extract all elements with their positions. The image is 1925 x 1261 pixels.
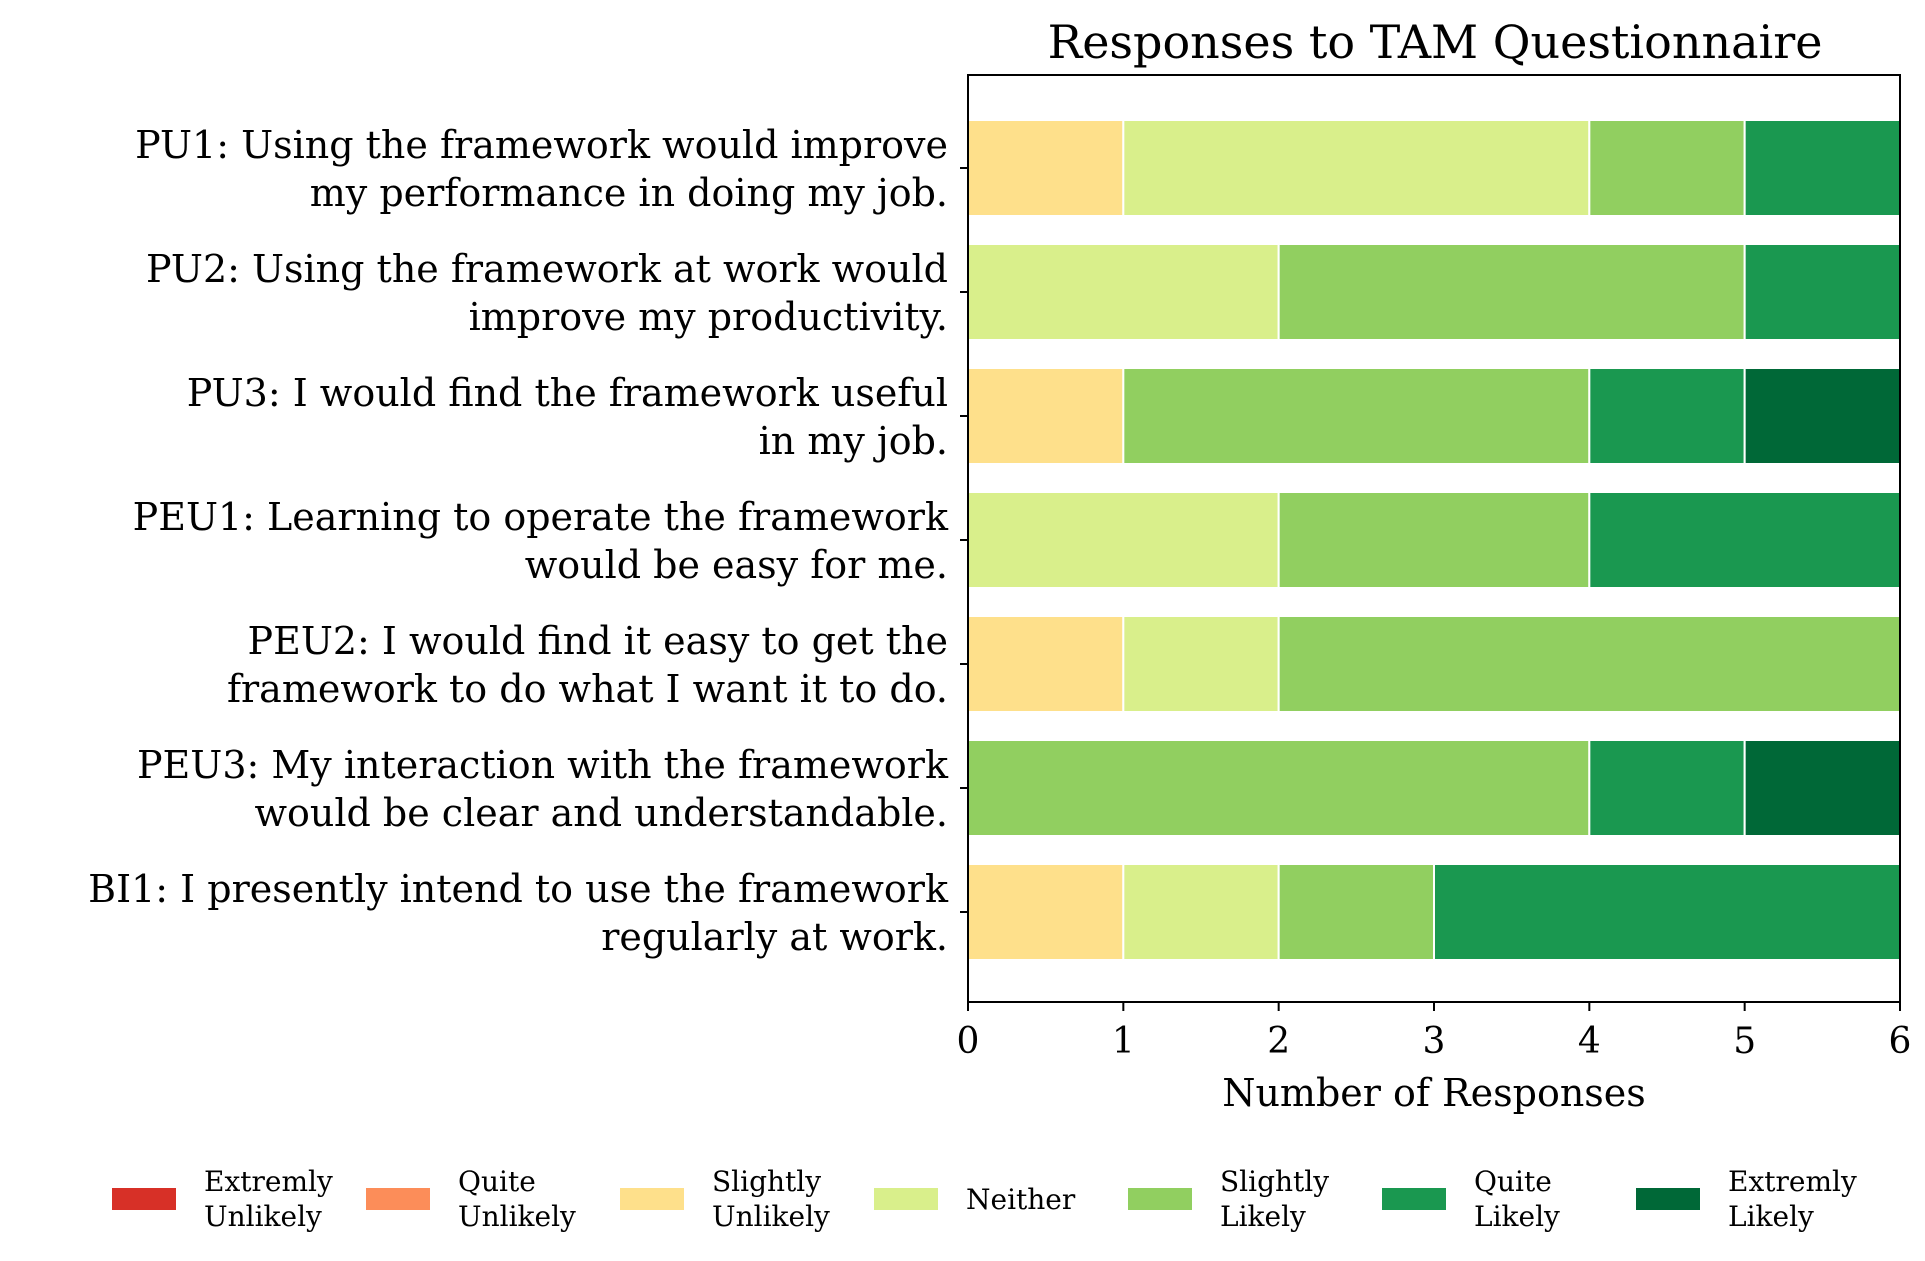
legend-label: Likely xyxy=(1728,1200,1814,1233)
bar-segment xyxy=(1743,739,1901,837)
category-label: my performance in doing my job. xyxy=(310,171,948,215)
bar-segment xyxy=(1277,491,1591,589)
legend-swatch xyxy=(366,1188,430,1210)
x-tick-label: 1 xyxy=(1112,1021,1135,1062)
x-tick-label: 5 xyxy=(1733,1021,1756,1062)
legend-label: Slightly xyxy=(712,1165,821,1198)
x-tick-label: 6 xyxy=(1889,1021,1912,1062)
bar-segment xyxy=(1122,119,1591,217)
legend-label: Unlikely xyxy=(712,1200,830,1233)
x-axis: 0 1 2 3 4 5 6 xyxy=(957,1002,1912,1062)
legend-swatch xyxy=(1382,1188,1446,1210)
legend-swatch xyxy=(620,1188,684,1210)
category-label: BI1: I presently intend to use the frame… xyxy=(88,867,949,911)
category-label: PEU1: Learning to operate the framework xyxy=(133,495,949,539)
category-label: PEU2: I would find it easy to get the xyxy=(248,619,948,663)
legend-swatch xyxy=(1128,1188,1192,1210)
bar-segment xyxy=(1588,739,1746,837)
legend-label: Extremly xyxy=(204,1165,333,1198)
x-tick-label: 2 xyxy=(1267,1021,1290,1062)
legend-label: Likely xyxy=(1220,1200,1306,1233)
category-label: PU2: Using the framework at work would xyxy=(146,247,948,291)
legend-swatch xyxy=(874,1188,938,1210)
legend-label: Unlikely xyxy=(458,1200,576,1233)
category-label: PU1: Using the framework would improve xyxy=(135,123,948,167)
bar-segment xyxy=(1122,863,1280,961)
legend-label: Likely xyxy=(1474,1200,1560,1233)
legend-label: Quite xyxy=(1474,1165,1552,1198)
bar-segment xyxy=(967,615,1125,713)
legend-swatch xyxy=(112,1188,176,1210)
x-axis-label: Number of Responses xyxy=(1222,1071,1646,1115)
bar-segment xyxy=(967,739,1591,837)
category-label: framework to do what I want it to do. xyxy=(227,667,948,711)
legend: ExtremlyUnlikelyQuiteUnlikelySlightlyUnl… xyxy=(112,1165,1857,1233)
bar-segment xyxy=(967,863,1125,961)
legend-swatch xyxy=(1636,1188,1700,1210)
plot-area-frame xyxy=(967,74,1901,1003)
bar-segment xyxy=(1743,367,1901,465)
bar-segment xyxy=(1433,863,1901,961)
legend-label: Extremly xyxy=(1728,1165,1857,1198)
legend-label: Quite xyxy=(458,1165,536,1198)
bar-segment xyxy=(967,491,1280,589)
bar-segment xyxy=(1277,863,1435,961)
category-label: improve my productivity. xyxy=(469,295,948,339)
bar-segment xyxy=(1588,367,1746,465)
legend-label: Neither xyxy=(966,1183,1076,1216)
category-label: would be clear and understandable. xyxy=(254,791,948,835)
x-tick-label: 3 xyxy=(1423,1021,1446,1062)
bar-segment xyxy=(1122,367,1591,465)
bar-segment xyxy=(1743,119,1901,217)
category-labels: PU1: Using the framework would improvemy… xyxy=(88,123,968,959)
category-label: PU3: I would find the framework useful xyxy=(187,371,948,415)
chart-title: Responses to TAM Questionnaire xyxy=(1048,15,1823,69)
bar-segment xyxy=(1588,491,1902,589)
legend-label: Slightly xyxy=(1220,1165,1329,1198)
bar-segment xyxy=(967,119,1125,217)
bar-segment xyxy=(1277,615,1901,713)
bar-segment xyxy=(967,367,1125,465)
bar-segment xyxy=(1277,243,1746,341)
x-tick-label: 4 xyxy=(1578,1021,1601,1062)
bar-segment xyxy=(1743,243,1901,341)
category-label: PEU3: My interaction with the framework xyxy=(137,743,949,787)
bar-segment xyxy=(1122,615,1280,713)
bar-segment xyxy=(1588,119,1746,217)
x-tick-label: 0 xyxy=(957,1021,980,1062)
category-label: regularly at work. xyxy=(601,915,948,959)
category-label: in my job. xyxy=(759,419,948,463)
legend-label: Unlikely xyxy=(204,1200,322,1233)
category-label: would be easy for me. xyxy=(525,543,948,587)
bar-segment xyxy=(967,243,1280,341)
bars-layer xyxy=(967,119,1902,961)
